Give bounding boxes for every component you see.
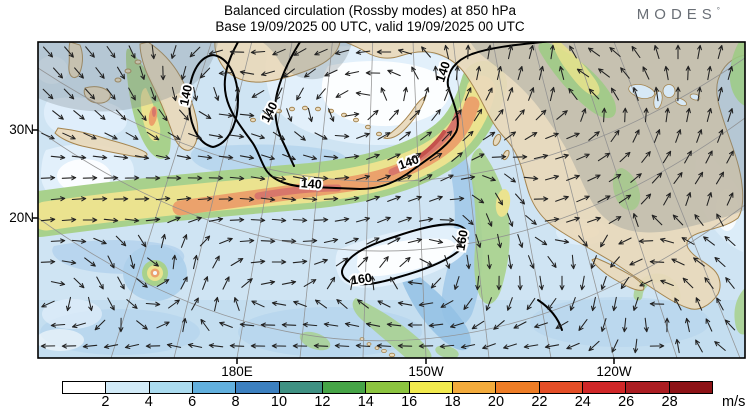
colorbar-tick-label: 8 <box>231 394 240 408</box>
wind-arrows <box>40 44 736 354</box>
colorbar-segment <box>236 382 280 393</box>
colorbar-tick-label: 28 <box>661 394 678 408</box>
colorbar-tick-label: 6 <box>188 394 197 408</box>
colorbar-segment <box>366 382 410 393</box>
wind-speed-fill-overlay <box>538 42 745 211</box>
lat-tick-label: 30N <box>9 122 34 137</box>
modes-logo: MODES° <box>636 6 720 23</box>
colorbar-segment <box>669 382 712 393</box>
colorbar-segment <box>279 382 323 393</box>
map-frame <box>37 41 746 359</box>
aleutian-islands <box>250 105 382 137</box>
title-block: Balanced circulation (Rossby modes) at 8… <box>40 3 700 34</box>
colorbar-tick-label: 10 <box>270 394 288 408</box>
lon-tick-label: 180E <box>221 364 253 379</box>
colorbar-segment <box>149 382 193 393</box>
colorbar-tick-label: 26 <box>618 394 635 408</box>
land-north-america <box>344 42 745 310</box>
contour-label: 160 <box>350 271 373 288</box>
colorbar-tick-label: 2 <box>101 394 110 408</box>
lat-tick-label: 20N <box>9 210 34 225</box>
colorbar-unit: m/s <box>722 394 746 408</box>
lon-tick-label: 150W <box>408 364 444 379</box>
land-baja <box>591 257 645 291</box>
hawaii-islands <box>359 337 396 358</box>
colorbar-segment <box>452 382 497 393</box>
chart-subtitle: Base 19/09/2025 00 UTC, valid 19/09/2025… <box>215 18 525 34</box>
axis-ticks <box>32 129 615 364</box>
land-kamchatka <box>139 42 199 151</box>
chart-title: Balanced circulation (Rossby modes) at 8… <box>224 3 516 18</box>
land-chukotka <box>214 42 341 83</box>
colorbar-segment <box>626 382 670 393</box>
land <box>54 42 745 358</box>
colorbar-tick-label: 18 <box>444 394 461 408</box>
colorbar-segment <box>63 382 107 393</box>
height-contours <box>187 42 563 331</box>
lon-tick-label: 120W <box>596 364 632 379</box>
colorbar-segment <box>106 382 150 393</box>
colorbar-tick-label: 16 <box>401 394 418 408</box>
logo-degree-mark: ° <box>716 6 720 15</box>
colorbar-segment <box>322 382 367 393</box>
colorbar-tick-label: 20 <box>487 394 505 408</box>
contour-label: 140 <box>177 83 195 106</box>
colorbar-segment <box>409 382 453 393</box>
colorbar-segment <box>539 382 583 393</box>
colorbar-segment <box>496 382 540 393</box>
colorbar-tick-label: 14 <box>357 394 374 408</box>
vancouver-island <box>492 133 502 147</box>
colorbar-tick-label: 4 <box>144 394 153 408</box>
colorbar-tick-label: 22 <box>531 394 548 408</box>
colorbar-tick-label: 24 <box>574 394 591 408</box>
contour-label: 160 <box>453 229 470 252</box>
colorbar-segment <box>192 382 237 393</box>
colorbar-tick-label: 12 <box>314 394 331 408</box>
colorbar-segment <box>582 382 627 393</box>
colorbar <box>62 381 713 394</box>
